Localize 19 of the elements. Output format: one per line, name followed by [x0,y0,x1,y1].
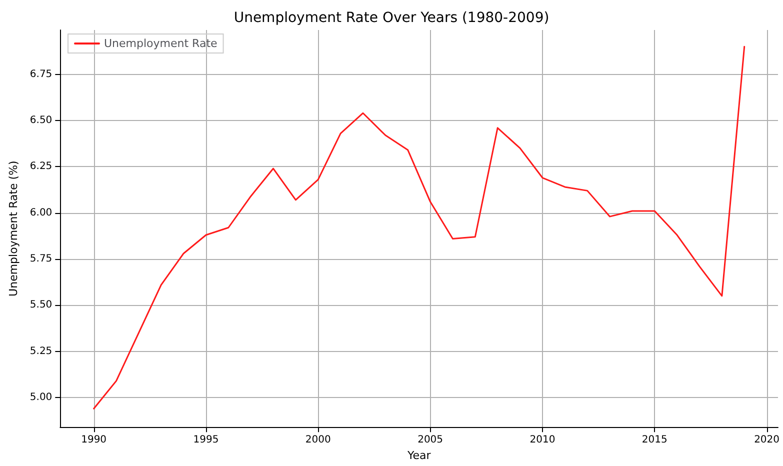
y-tick-label: 6.00 [30,207,52,218]
x-tick-label: 2020 [754,434,780,446]
y-tick-label: 6.50 [30,115,52,126]
y-tick-label: 5.00 [30,392,52,404]
x-axis-title: Year [406,449,432,462]
x-tick-label: 2000 [305,434,331,446]
legend-label: Unemployment Rate [104,37,218,50]
y-tick-label: 6.75 [30,68,52,80]
x-tick-label: 2010 [530,434,556,446]
y-tick-label: 6.25 [30,161,52,172]
chart-title: Unemployment Rate Over Years (1980-2009) [234,10,550,26]
x-tick-label: 1990 [81,434,107,446]
x-tick-label: 1995 [193,434,219,446]
x-tick-label: 2005 [418,434,444,446]
y-axis-title: Unemployment Rate (%) [7,160,20,296]
y-tick-label: 5.75 [30,254,52,265]
x-tick-label: 2015 [642,434,668,446]
y-tick-label: 5.25 [30,346,52,357]
y-tick-label: 5.50 [30,300,52,311]
